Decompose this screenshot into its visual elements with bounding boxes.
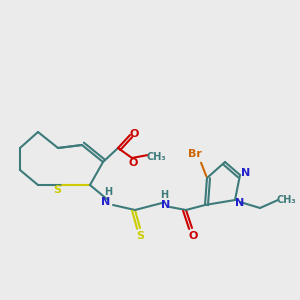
Text: CH₃: CH₃ <box>276 195 296 205</box>
Text: H: H <box>104 187 112 197</box>
Text: N: N <box>161 200 171 210</box>
Text: N: N <box>242 168 250 178</box>
Text: CH₃: CH₃ <box>146 152 166 162</box>
Text: Br: Br <box>188 149 202 159</box>
Text: N: N <box>101 197 111 207</box>
Text: O: O <box>128 158 138 168</box>
Text: O: O <box>129 129 139 139</box>
Text: N: N <box>236 198 244 208</box>
Text: S: S <box>53 185 61 195</box>
Text: H: H <box>160 190 168 200</box>
Text: O: O <box>188 231 198 241</box>
Text: S: S <box>136 231 144 241</box>
